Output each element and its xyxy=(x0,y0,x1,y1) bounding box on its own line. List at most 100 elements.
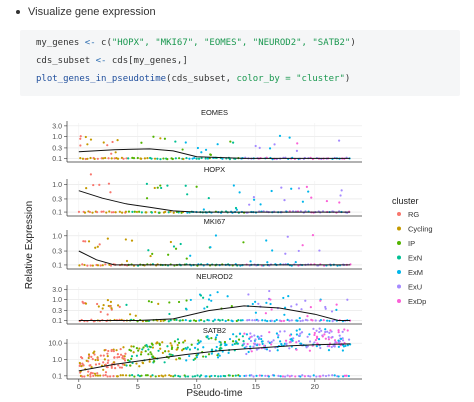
data-point xyxy=(318,330,321,334)
data-point xyxy=(110,307,113,310)
data-point xyxy=(346,344,350,347)
legend-swatch xyxy=(397,241,401,245)
data-point xyxy=(223,375,227,378)
data-point xyxy=(124,238,127,241)
data-point xyxy=(290,187,293,190)
data-point xyxy=(106,361,109,364)
data-point xyxy=(331,374,334,377)
data-point xyxy=(258,336,261,339)
data-point xyxy=(318,327,321,330)
data-point xyxy=(270,340,273,344)
data-point xyxy=(170,346,174,349)
data-point xyxy=(260,337,263,341)
data-point xyxy=(219,375,222,378)
data-point xyxy=(123,355,126,358)
data-point xyxy=(249,339,253,343)
data-point xyxy=(260,374,264,377)
data-point xyxy=(116,139,119,142)
data-point xyxy=(106,237,109,240)
data-point xyxy=(105,365,108,369)
data-point xyxy=(96,264,100,267)
data-point xyxy=(98,183,101,186)
data-point xyxy=(230,305,233,308)
data-point xyxy=(116,304,120,307)
data-point xyxy=(238,375,242,378)
data-point xyxy=(328,319,331,323)
data-point xyxy=(250,350,253,353)
data-point xyxy=(309,375,312,378)
data-point xyxy=(159,158,162,161)
data-point xyxy=(147,300,151,303)
legend-label: ExU xyxy=(408,283,422,292)
data-point xyxy=(255,374,258,377)
data-point xyxy=(194,319,198,323)
data-point xyxy=(176,338,180,341)
data-point xyxy=(177,374,180,378)
data-point xyxy=(199,340,202,343)
data-point xyxy=(112,211,115,214)
data-point xyxy=(216,354,219,357)
data-point xyxy=(104,371,108,374)
data-point xyxy=(99,264,102,267)
data-point xyxy=(146,374,149,377)
data-point xyxy=(144,374,148,377)
code-line-2: cds_subset <- cds[my_genes,] xyxy=(36,56,188,66)
data-point xyxy=(168,374,171,377)
data-point xyxy=(279,340,282,343)
data-point xyxy=(150,211,153,214)
y-tick-label: 0.1 xyxy=(52,156,62,163)
data-point xyxy=(102,303,105,307)
data-point xyxy=(134,314,137,317)
data-point xyxy=(118,355,121,359)
data-point xyxy=(150,157,153,160)
panel-title: HOPX xyxy=(204,165,225,174)
data-point xyxy=(297,334,301,337)
data-point xyxy=(91,264,94,267)
data-point xyxy=(299,332,302,335)
section-bullet: Visualize gene expression xyxy=(16,6,156,18)
data-point xyxy=(137,349,140,352)
data-point xyxy=(87,370,90,373)
data-point xyxy=(107,157,110,160)
data-point xyxy=(166,157,169,161)
data-point xyxy=(183,339,187,342)
data-point xyxy=(171,353,174,357)
data-point xyxy=(106,299,110,302)
data-point xyxy=(90,355,93,358)
data-point xyxy=(314,319,317,322)
data-point xyxy=(121,355,125,358)
data-point xyxy=(231,340,235,343)
data-point xyxy=(261,342,264,346)
data-point xyxy=(278,134,282,138)
data-point xyxy=(268,349,271,352)
data-point xyxy=(207,319,210,322)
data-point xyxy=(327,338,331,341)
data-point xyxy=(151,355,154,358)
data-point xyxy=(166,184,169,187)
data-point xyxy=(290,374,293,377)
data-point xyxy=(204,355,207,358)
data-point xyxy=(264,319,267,322)
data-point xyxy=(345,374,348,377)
data-point xyxy=(249,345,252,348)
data-point xyxy=(188,157,191,160)
data-point xyxy=(170,344,173,347)
data-point xyxy=(266,319,269,323)
data-point xyxy=(159,137,162,140)
data-point xyxy=(305,185,308,188)
code-var-my-genes: my_genes xyxy=(36,38,80,48)
code-block[interactable]: my_genes <- c("HOPX", "MKI67", "EOMES", … xyxy=(20,30,460,96)
data-point xyxy=(127,157,130,160)
data-point xyxy=(207,298,211,301)
data-point xyxy=(247,350,250,354)
data-point xyxy=(247,293,250,296)
data-point xyxy=(277,374,280,377)
data-point xyxy=(116,353,119,356)
data-point xyxy=(280,319,283,323)
code-line-1: my_genes <- c("HOPX", "MKI67", "EOMES", … xyxy=(36,38,356,48)
data-point xyxy=(123,359,127,362)
data-point xyxy=(140,141,143,144)
data-point xyxy=(283,306,287,309)
panel-title: NEUROD2 xyxy=(196,272,233,281)
data-point xyxy=(111,140,114,144)
